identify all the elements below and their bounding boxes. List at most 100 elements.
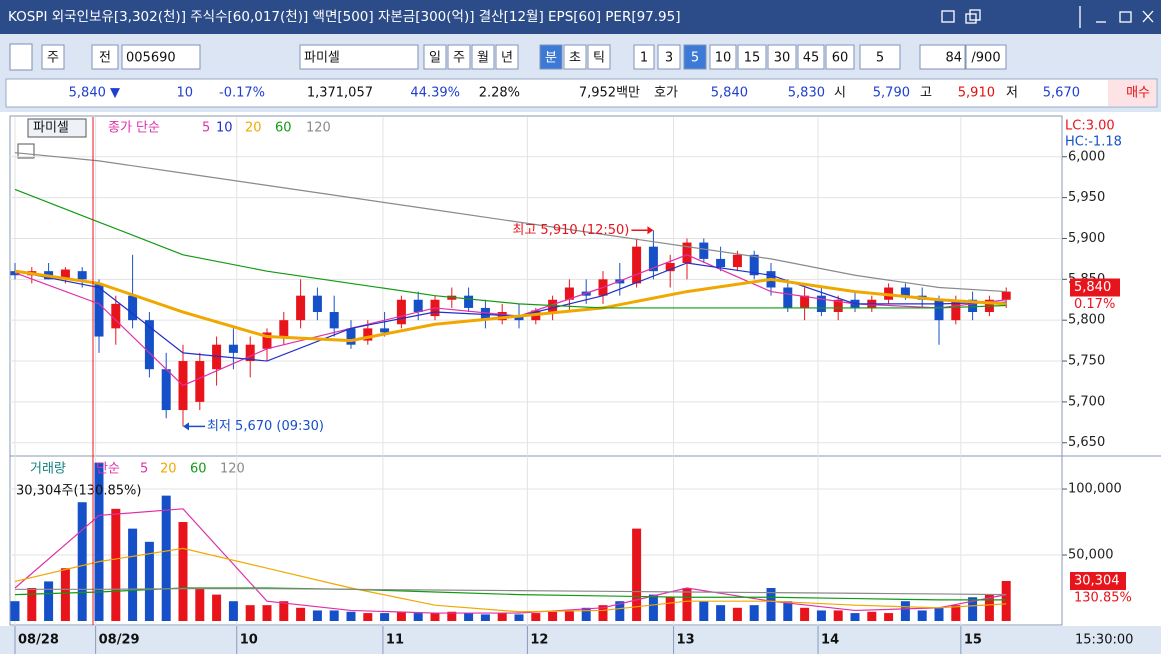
toolbar-button[interactable] xyxy=(471,44,495,70)
toolbar-label: 84 xyxy=(945,51,962,66)
info-value: 고 xyxy=(920,86,932,101)
candle-body xyxy=(716,258,726,268)
volume-bar xyxy=(968,597,978,621)
last-volume-box xyxy=(1070,572,1126,591)
toolbar-button[interactable] xyxy=(587,44,611,70)
volume-bar xyxy=(329,610,339,621)
candle-body xyxy=(279,320,289,337)
legend-entry: 60 xyxy=(190,462,207,477)
volume-bar xyxy=(783,601,793,621)
candle-body xyxy=(212,344,222,370)
candle-body xyxy=(564,287,574,300)
toolbar-button[interactable] xyxy=(859,44,901,70)
volume-bar xyxy=(447,611,457,621)
volume-bar xyxy=(228,601,238,621)
candle-body xyxy=(195,361,205,402)
toolbar-button[interactable] xyxy=(797,44,825,70)
volume-bar xyxy=(581,607,591,621)
info-value: -0.17% xyxy=(219,86,265,101)
x-tick-label: 15 xyxy=(964,633,982,648)
info-value: 5,830 xyxy=(788,86,825,101)
volume-bar xyxy=(699,601,709,621)
toolbar-button[interactable] xyxy=(657,44,681,70)
window-buttons[interactable] xyxy=(941,6,1154,28)
volume-bar xyxy=(682,588,692,621)
volume-header: 30,304주(130.85%) xyxy=(16,484,141,499)
toolbar-button[interactable] xyxy=(299,44,419,70)
moving-average xyxy=(14,269,1007,343)
candle-body xyxy=(60,269,70,280)
volume-bar xyxy=(716,605,726,621)
toolbar-button[interactable] xyxy=(41,44,65,70)
candle-body xyxy=(632,246,642,284)
y-tick-label: 100,000 xyxy=(1068,482,1122,497)
toolbar-button[interactable] xyxy=(633,44,655,70)
annotation-arrowhead xyxy=(183,422,189,431)
toolbar-label: 초 xyxy=(569,51,581,66)
legend-entry: 60 xyxy=(275,121,292,136)
volume-bar xyxy=(44,581,54,621)
toolbar-button[interactable] xyxy=(919,44,966,70)
title-text: KOSPI 외국인보유[3,302(천)] 주식수[60,017(천)] 액면[… xyxy=(8,9,681,25)
y-tick-label: 6,000 xyxy=(1068,149,1105,164)
info-value: 5,670 xyxy=(1043,86,1080,101)
toolbar-button[interactable] xyxy=(495,44,519,70)
candle-body xyxy=(968,299,978,313)
candle-body xyxy=(161,369,171,411)
legend-entry: 5 xyxy=(140,462,148,477)
toolbar-button[interactable] xyxy=(121,44,201,70)
calendar-icon[interactable] xyxy=(17,143,35,159)
toolbar-button[interactable] xyxy=(563,44,587,70)
candle-body xyxy=(514,316,524,321)
chart-icon[interactable] xyxy=(9,43,33,71)
title-bar xyxy=(0,0,1161,34)
toolbar-button[interactable] xyxy=(447,44,471,70)
toolbar-button[interactable] xyxy=(709,44,737,70)
buy-button-bg[interactable] xyxy=(1108,80,1156,106)
candle-body xyxy=(329,312,339,329)
volume-bar xyxy=(128,528,138,621)
volume-bar xyxy=(396,611,406,621)
toolbar-label: 60 xyxy=(832,51,849,66)
volume-bar xyxy=(363,613,373,621)
info-value: 5,840 ▼ xyxy=(69,86,120,101)
volume-bar xyxy=(1001,581,1011,621)
toolbar-label: 5 xyxy=(876,51,884,66)
toolbar-label: 1 xyxy=(640,51,648,66)
candle-body xyxy=(396,299,406,325)
date-axis-bg xyxy=(0,626,1161,654)
info-value: 7,952백만 xyxy=(579,86,640,101)
toolbar-label: /900 xyxy=(971,51,1000,66)
toolbar-button[interactable] xyxy=(91,44,119,70)
x-tick-label: 12 xyxy=(530,633,548,648)
info-value: 5,790 xyxy=(873,86,910,101)
toolbar-button[interactable] xyxy=(423,44,447,70)
x-tick-label: 14 xyxy=(821,633,839,648)
volume-bar xyxy=(514,614,524,621)
candle-body xyxy=(128,295,138,321)
candle-body xyxy=(380,328,390,333)
toolbar-button[interactable] xyxy=(737,44,767,70)
legend-box xyxy=(27,118,87,138)
legend-entry: 120 xyxy=(220,462,245,477)
candle-body xyxy=(144,320,154,370)
volume-bar xyxy=(296,607,306,621)
toolbar-button[interactable] xyxy=(767,44,797,70)
candle-body xyxy=(665,262,675,272)
toolbar-button[interactable] xyxy=(539,44,563,70)
volume-bar xyxy=(800,607,810,621)
toolbar-button[interactable] xyxy=(825,44,855,70)
info-value: 저 xyxy=(1006,86,1018,101)
candle-body xyxy=(800,295,810,308)
legend-label: 종가 단순 xyxy=(108,121,160,136)
toolbar-label: 30 xyxy=(774,51,791,66)
toolbar-button[interactable] xyxy=(683,44,707,70)
toolbar-label: 5 xyxy=(691,51,699,66)
toolbar-button[interactable] xyxy=(965,44,1007,70)
x-tick-label: 11 xyxy=(386,633,404,648)
volume-bar xyxy=(480,614,490,621)
legend-entry: 120 xyxy=(306,121,331,136)
info-value: 2.28% xyxy=(479,86,520,101)
candle-body xyxy=(900,287,910,296)
x-tick-label: 10 xyxy=(240,633,258,648)
